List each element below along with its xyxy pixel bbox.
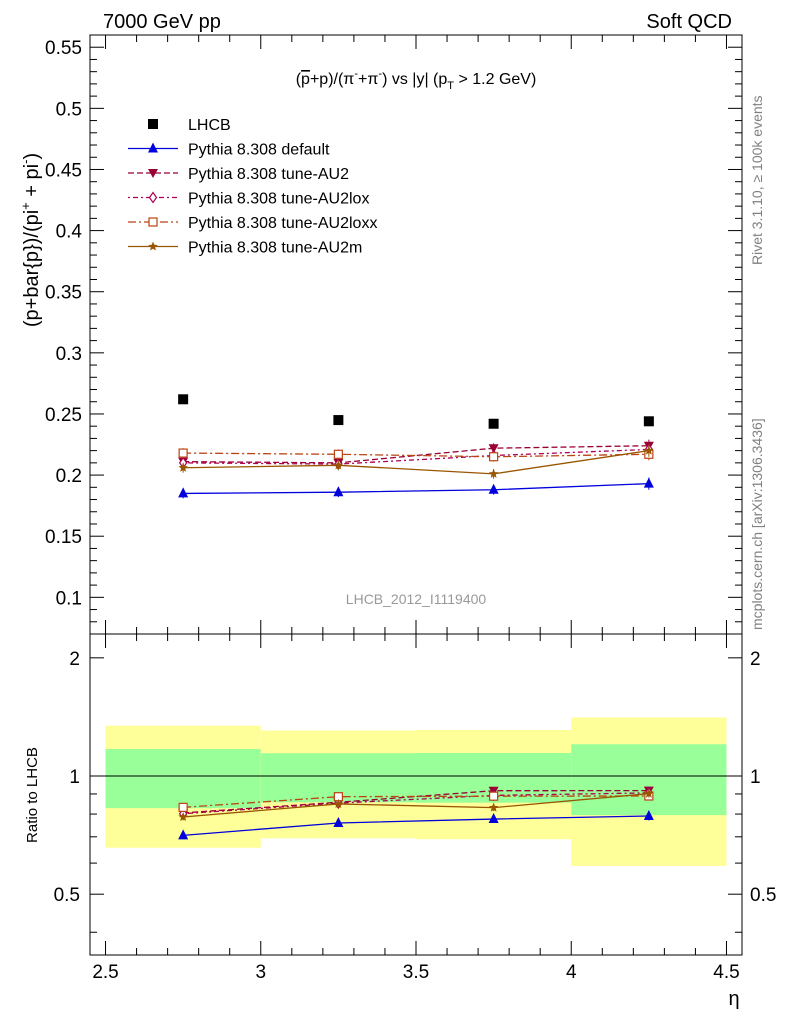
legend-marker-lhcb [148,119,158,129]
y-tick-label: 0.55 [45,38,82,59]
legend-marker-2 [148,191,158,204]
legend-marker-0 [148,142,158,153]
band-green [105,748,261,809]
lhcb-data-point [643,416,654,427]
series-0-point [643,477,654,488]
series-0-ratio-point [488,813,499,824]
x-tick-label: 2.5 [92,962,118,983]
series-0-ratio-point [178,829,189,840]
legend-marker-1 [148,169,158,178]
main-series [178,394,654,499]
series-3-point [333,449,343,459]
series-1-line [183,445,649,464]
series-4-ratio-point [178,812,188,822]
series-3-line [183,452,649,458]
ratio-bands [105,717,727,866]
series-3-ratio-point [178,802,188,812]
lhcb-data-point [178,394,189,405]
axis-ticks [90,34,742,955]
ratio-tick-label: 2 [69,649,80,670]
y-axis-label: (p+bar{p})/(pi+ + pi-) [18,153,43,327]
ratio-tick-label-right: 0.5 [750,885,776,906]
y-tick-label: 0.35 [45,283,82,304]
y-tick-label: 0.5 [56,99,82,120]
ratio-tick-label-right: 2 [750,649,761,670]
ratio-tick-label: 1 [69,767,80,788]
series-4-line [183,449,649,475]
y-tick-label: 0.25 [45,405,82,426]
y-tick-label: 0.45 [45,160,82,181]
legend-label-0: Pythia 8.308 default [188,142,330,159]
series-0-point [178,487,189,498]
header-right: Soft QCD [646,11,732,33]
legend-label-3: Pythia 8.308 tune-AU2loxx [188,215,377,232]
ratio-plot-frame [89,633,743,956]
series-3-ratio-point [489,791,499,801]
y-tick-label: 0.4 [56,222,83,243]
mcplots-label: mcplots.cern.ch [arXiv:1306.3436] [749,418,765,630]
rivet-label: Rivet 3.1.10, ≥ 100k events [749,95,765,265]
series-0-point [488,483,499,494]
legend-marker-4 [148,241,158,251]
series-0-ratio-point [643,809,654,820]
band-green [571,744,727,816]
ratio-tick-label-right: 1 [750,767,761,788]
series-4-point [178,462,188,472]
series-4-ratio-point [644,788,654,798]
series-4-ratio-line [183,793,649,818]
header-left: 7000 GeV pp [103,11,221,33]
y-tick-label: 0.15 [45,527,82,548]
x-tick-label: 3 [255,962,266,983]
series-4-ratio-point [333,798,344,808]
legend-label-lhcb: LHCB [188,117,231,134]
lhcb-data-point [488,418,499,429]
series-4-point [333,460,344,470]
series-3-ratio-line [183,795,649,809]
series-4-point [644,445,654,455]
y-tick-label: 0.1 [56,588,82,609]
series-1-point [488,444,499,454]
series-4-ratio-point [488,802,499,812]
series-2-line [183,448,649,465]
tick-labels: 2.5 3 3.5 4 4.5 0.1 0.15 0.2 0.25 0.3 0.35 0.4 0.45 0… [45,38,776,983]
series-0-ratio-line [183,815,649,836]
x-tick-label: 3.5 [403,962,429,983]
x-axis-label: η [728,988,739,1010]
series-3-point [489,452,499,462]
y-tick-label: 0.3 [56,344,82,365]
legend-marker-3 [148,217,158,227]
x-tick-label: 4 [566,962,577,983]
legend: LHCB Pythia 8.308 default Pythia 8.308 tun… [128,117,377,257]
series-0-point [333,486,344,497]
legend-label-4: Pythia 8.308 tune-AU2m [188,240,362,257]
y-tick-label: 0.2 [56,466,82,487]
lhcb-data-point [333,415,344,426]
legend-label-1: Pythia 8.308 tune-AU2 [188,166,349,183]
legend-label-2: Pythia 8.308 tune-AU2lox [188,191,369,208]
ratio-series [178,786,654,840]
analysis-watermark: LHCB_2012_I1119400 [346,591,487,607]
series-0-line [183,482,649,495]
series-1-ratio-line [183,789,649,814]
series-3-point [178,448,188,458]
series-0-ratio-point [333,816,344,827]
series-4-point [488,468,499,478]
ratio-tick-label: 0.5 [54,885,80,906]
x-tick-label: 4.5 [713,962,739,983]
plot-title: (p+p)/(π-+π-) vs |y| (pT > 1.2 GeV) [296,68,537,92]
ratio-y-axis-label: Ratio to LHCB [24,747,41,843]
